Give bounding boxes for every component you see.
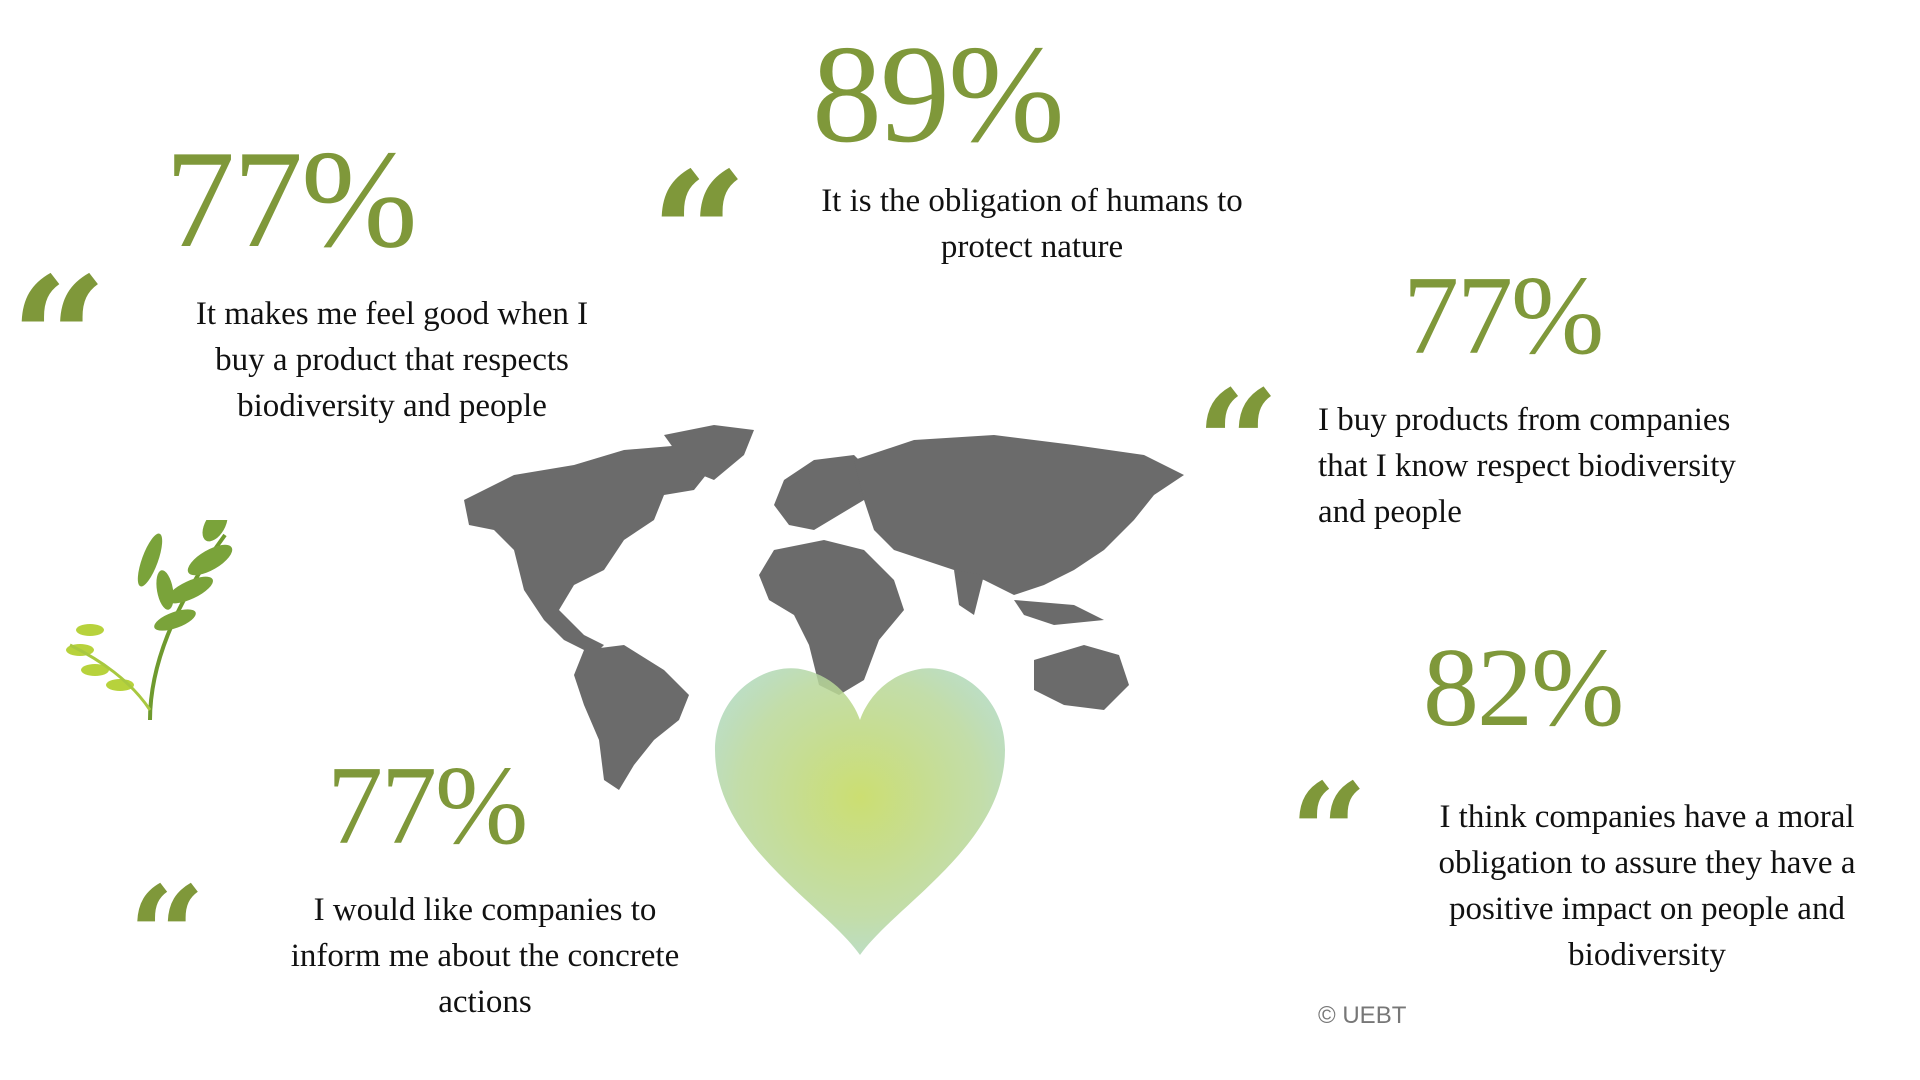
quote-mark-icon: “ bbox=[128, 856, 206, 1015]
stat-percent: 77% bbox=[1403, 254, 1604, 378]
stat-quote: I buy products from companies that I kno… bbox=[1318, 402, 1736, 530]
stat-percent: 89% bbox=[812, 17, 1065, 172]
stat-quote: It makes me feel good when I buy a produ… bbox=[195, 296, 589, 424]
heart-watercolor bbox=[715, 668, 1005, 955]
copyright-credit: © UEBT bbox=[1318, 1002, 1407, 1029]
stat-quote: It is the obligation of humans to protec… bbox=[821, 183, 1243, 265]
stat-percent: 77% bbox=[165, 122, 418, 277]
quote-mark-icon: “ bbox=[1290, 753, 1368, 912]
world-map bbox=[464, 425, 1184, 790]
stat-quote: I think companies have a moral obligatio… bbox=[1438, 799, 1856, 973]
quote-mark-icon: “ bbox=[650, 135, 748, 335]
stat-quote: I would like companies to inform me abou… bbox=[290, 892, 680, 1020]
quote-mark-icon: “ bbox=[1196, 359, 1280, 529]
stat-percent: 82% bbox=[1423, 626, 1624, 750]
quote-mark-icon: “ bbox=[10, 240, 108, 440]
leaf-branch-icon bbox=[66, 520, 233, 721]
stat-percent: 77% bbox=[327, 744, 528, 868]
